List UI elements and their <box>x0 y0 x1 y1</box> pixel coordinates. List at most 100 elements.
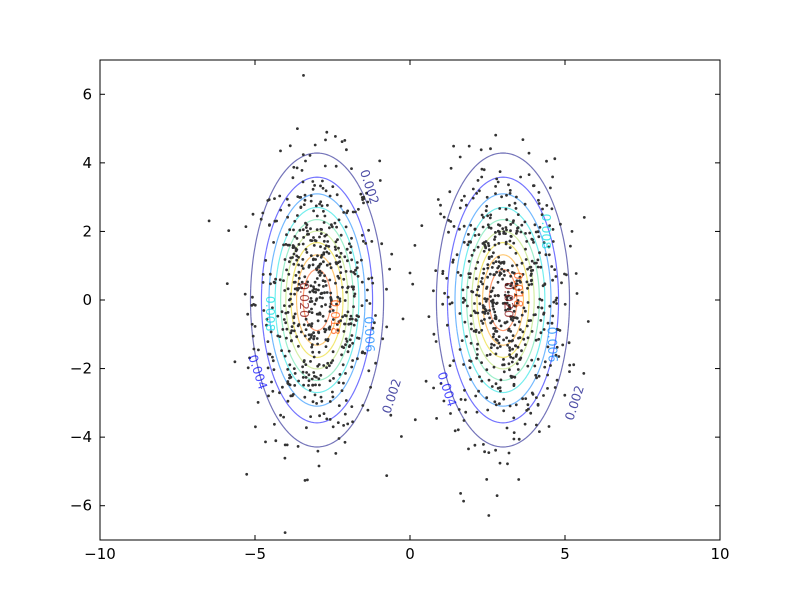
scatter-point <box>351 420 354 424</box>
scatter-point <box>286 368 290 371</box>
scatter-point <box>311 258 315 262</box>
scatter-point <box>268 272 272 276</box>
scatter-point <box>521 330 525 334</box>
scatter-point <box>563 302 567 306</box>
scatter-point <box>462 499 465 503</box>
scatter-point <box>442 215 446 219</box>
scatter-point <box>280 349 283 352</box>
scatter-point <box>273 219 277 223</box>
scatter-point <box>309 297 313 300</box>
scatter-point <box>481 310 485 314</box>
scatter-point <box>462 224 466 228</box>
scatter-point <box>328 194 332 198</box>
scatter-point <box>307 264 311 267</box>
scatter-point <box>524 309 527 313</box>
scatter-point <box>282 415 285 419</box>
scatter-point <box>337 246 340 250</box>
scatter-point <box>461 288 465 292</box>
scatter-point <box>370 276 374 280</box>
scatter-point <box>470 327 473 331</box>
scatter-point <box>508 346 511 350</box>
scatter-point <box>469 240 472 244</box>
scatter-point <box>446 295 450 299</box>
scatter-point <box>348 317 352 321</box>
scatter-point <box>274 277 277 281</box>
scatter-point <box>273 281 277 285</box>
scatter-point <box>548 304 552 308</box>
scatter-point <box>332 377 335 380</box>
scatter-point <box>309 194 313 198</box>
scatter-point <box>334 240 338 244</box>
scatter-point <box>445 276 449 280</box>
scatter-point <box>336 328 340 332</box>
scatter-point <box>323 274 326 278</box>
scatter-point <box>343 139 347 142</box>
scatter-point <box>293 384 297 387</box>
scatter-point <box>336 295 340 299</box>
scatter-point <box>504 283 508 287</box>
scatter-point <box>288 304 291 308</box>
scatter-point <box>463 398 467 402</box>
scatter-point <box>339 271 343 274</box>
scatter-point <box>486 275 489 279</box>
scatter-point <box>319 255 323 259</box>
scatter-point <box>316 364 320 368</box>
scatter-point <box>497 335 501 338</box>
scatter-point <box>360 304 364 307</box>
scatter-point <box>498 386 502 389</box>
scatter-point <box>519 280 522 284</box>
scatter-point <box>553 386 557 389</box>
scatter-point <box>528 231 532 235</box>
scatter-point <box>334 452 338 455</box>
scatter-points <box>207 74 590 534</box>
scatter-point <box>349 322 353 326</box>
scatter-point <box>492 301 495 304</box>
scatter-point <box>488 353 492 356</box>
scatter-point <box>505 301 509 305</box>
scatter-point <box>479 280 483 283</box>
scatter-point <box>497 223 500 227</box>
scatter-point <box>315 214 319 218</box>
scatter-point <box>331 425 335 429</box>
scatter-point <box>485 195 489 199</box>
scatter-point <box>308 290 312 294</box>
scatter-point <box>309 336 313 339</box>
scatter-point <box>502 397 506 401</box>
scatter-point <box>508 349 512 352</box>
scatter-point <box>487 257 491 260</box>
scatter-point <box>313 143 317 147</box>
scatter-point <box>306 229 309 233</box>
scatter-point <box>487 248 491 252</box>
scatter-point <box>365 299 369 302</box>
scatter-point <box>302 236 305 239</box>
scatter-point <box>513 201 517 205</box>
scatter-point <box>507 303 511 307</box>
scatter-point <box>536 230 540 234</box>
scatter-point <box>304 159 307 163</box>
scatter-point <box>525 240 529 243</box>
scatter-point <box>292 367 296 370</box>
scatter-point <box>334 248 337 251</box>
scatter-point <box>309 254 313 257</box>
scatter-point <box>312 331 315 335</box>
scatter-point <box>324 328 328 331</box>
scatter-point <box>346 259 349 263</box>
scatter-point <box>325 233 328 237</box>
scatter-point <box>527 173 531 177</box>
scatter-point <box>257 348 260 352</box>
scatter-point <box>300 264 304 268</box>
scatter-point <box>441 302 445 306</box>
scatter-point <box>508 239 512 243</box>
scatter-point <box>508 246 512 250</box>
scatter-point <box>474 394 478 398</box>
scatter-point <box>293 287 297 291</box>
scatter-point <box>466 243 470 247</box>
scatter-point <box>525 280 529 284</box>
scatter-point <box>333 245 337 249</box>
scatter-point <box>348 338 352 342</box>
scatter-point <box>341 285 344 289</box>
scatter-point <box>474 311 477 315</box>
scatter-point <box>302 74 305 77</box>
scatter-point <box>343 299 347 302</box>
scatter-point <box>351 359 354 362</box>
